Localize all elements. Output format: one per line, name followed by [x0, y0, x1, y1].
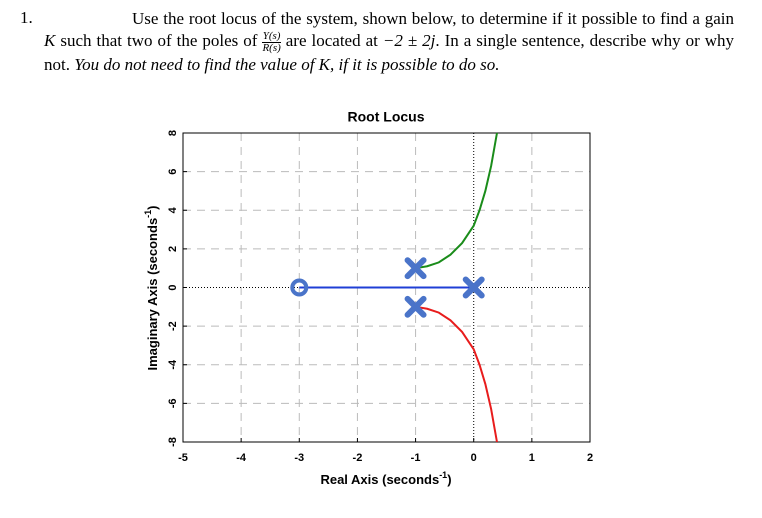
fraction: Y(s) R(s): [262, 29, 281, 54]
x-tick-label: 2: [587, 452, 593, 464]
label: ): [145, 205, 160, 209]
y-tick-label: -4: [167, 359, 179, 370]
y-tick-label: 6: [167, 169, 179, 175]
x-tick-label: 0: [471, 452, 477, 464]
sup: -1: [439, 470, 447, 480]
pole-marker: [462, 276, 485, 299]
sup: -1: [143, 210, 153, 218]
y-tick-label: 8: [167, 130, 179, 136]
x-tick-label: -1: [411, 452, 421, 464]
x-tick-label: 1: [529, 452, 535, 464]
locus-branch: [415, 305, 498, 443]
locus-branch: [415, 132, 498, 270]
pole-marker: [404, 295, 427, 318]
y-tick-label: 4: [167, 206, 179, 213]
x-tick-label: -5: [178, 452, 188, 464]
text: Use the root locus of the system, shown …: [132, 9, 734, 28]
y-tick-label: 2: [167, 246, 179, 252]
math: K: [44, 31, 56, 50]
label: ): [447, 472, 451, 487]
x-tick-label: -2: [353, 452, 363, 464]
text: are located at: [285, 31, 378, 50]
note: You do not need to find the value of K, …: [74, 54, 500, 74]
math: −2 ± 2j: [382, 31, 436, 50]
denominator: R(s): [262, 41, 281, 54]
zero-marker: [290, 278, 309, 297]
y-axis-label: Imaginary Axis (seconds-1): [143, 205, 160, 370]
pole-marker: [404, 257, 427, 280]
text: . In a single sentence, describe why or …: [44, 31, 735, 74]
numerator: Y(s): [262, 29, 281, 42]
x-tick-label: -4: [236, 452, 247, 464]
question-number: 1.: [20, 8, 33, 27]
label: Imaginary Axis (seconds: [145, 218, 160, 371]
text: such that two of the poles of: [60, 31, 258, 50]
y-tick-label: -2: [167, 321, 179, 331]
x-tick-label: -3: [294, 452, 304, 464]
label: Real Axis (seconds: [320, 472, 439, 487]
plot-frame: [182, 132, 591, 443]
x-axis-label: Real Axis (seconds-1): [320, 470, 451, 487]
y-tick-label: 0: [167, 284, 179, 290]
question-text: Use the root locus of the system, shown …: [44, 8, 734, 76]
y-tick-label: -6: [167, 398, 179, 408]
chart-title: Root Locus: [348, 109, 425, 125]
y-tick-label: -8: [167, 437, 179, 447]
